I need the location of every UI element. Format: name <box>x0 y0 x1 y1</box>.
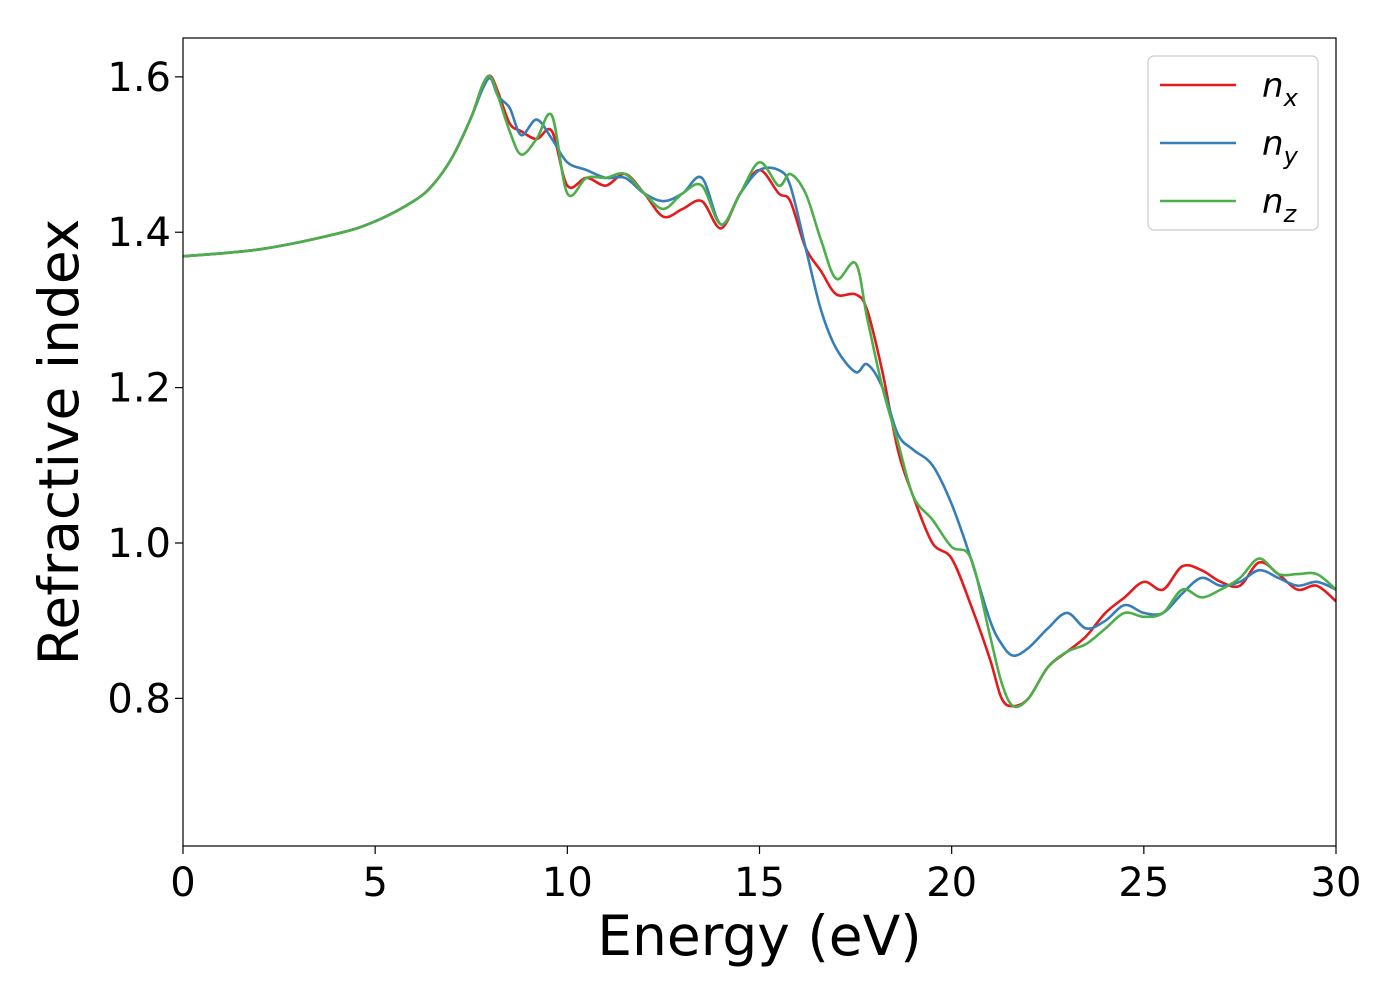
y-tick-label: 0.8 <box>107 676 171 722</box>
y-tick-label: 1.6 <box>107 55 171 101</box>
x-tick-label: 0 <box>170 860 195 906</box>
x-tick-label: 5 <box>362 860 387 906</box>
y-tick-label: 1.2 <box>107 366 171 412</box>
x-tick-label: 10 <box>542 860 593 906</box>
x-axis: 0 5 10 15 20 25 30 <box>170 846 1361 906</box>
x-tick-label: 15 <box>734 860 785 906</box>
plot-lines <box>183 74 1336 709</box>
y-tick-label: 1.0 <box>107 521 171 567</box>
y-axis: 0.8 1.0 1.2 1.4 1.6 <box>107 55 183 722</box>
legend: nx ny nz <box>1147 55 1319 231</box>
x-tick-label: 25 <box>1118 860 1169 906</box>
y-axis-title: Refractive index <box>27 219 91 666</box>
x-tick-label: 30 <box>1311 860 1362 906</box>
y-tick-label: 1.4 <box>107 210 171 256</box>
x-axis-title: Energy (eV) <box>597 904 921 968</box>
legend-label-x: nx <box>1262 66 1299 112</box>
x-tick-label: 20 <box>926 860 977 906</box>
legend-label-z: nz <box>1262 182 1298 228</box>
series-line-n-z <box>183 74 1336 709</box>
legend-label-y: ny <box>1262 124 1299 170</box>
